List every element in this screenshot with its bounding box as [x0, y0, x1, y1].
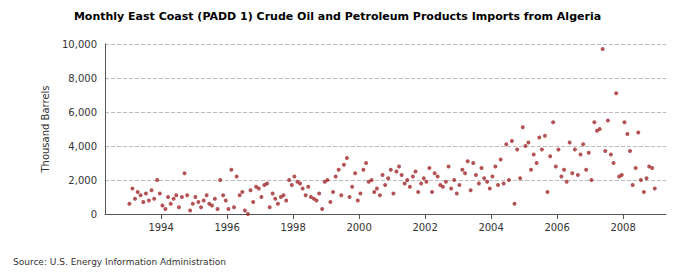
svg-text:2,000: 2,000 [68, 175, 97, 186]
svg-text:4,000: 4,000 [68, 141, 97, 152]
svg-text:1998: 1998 [280, 222, 305, 233]
svg-text:Source: U.S. Energy Informatio: Source: U.S. Energy Information Administ… [13, 257, 226, 267]
svg-text:2006: 2006 [544, 222, 569, 233]
svg-text:1994: 1994 [148, 222, 173, 233]
svg-text:8,000: 8,000 [68, 73, 97, 84]
svg-text:Thousand Barrels: Thousand Barrels [40, 85, 51, 173]
svg-text:1996: 1996 [214, 222, 239, 233]
svg-text:6,000: 6,000 [68, 107, 97, 118]
svg-text:2002: 2002 [412, 222, 437, 233]
svg-text:0: 0 [91, 209, 97, 220]
svg-text:Monthly East Coast (PADD 1) Cr: Monthly East Coast (PADD 1) Crude Oil an… [74, 10, 601, 23]
svg-text:2000: 2000 [346, 222, 371, 233]
svg-text:2008: 2008 [610, 222, 635, 233]
svg-text:10,000: 10,000 [62, 39, 97, 50]
svg-text:2004: 2004 [478, 222, 503, 233]
